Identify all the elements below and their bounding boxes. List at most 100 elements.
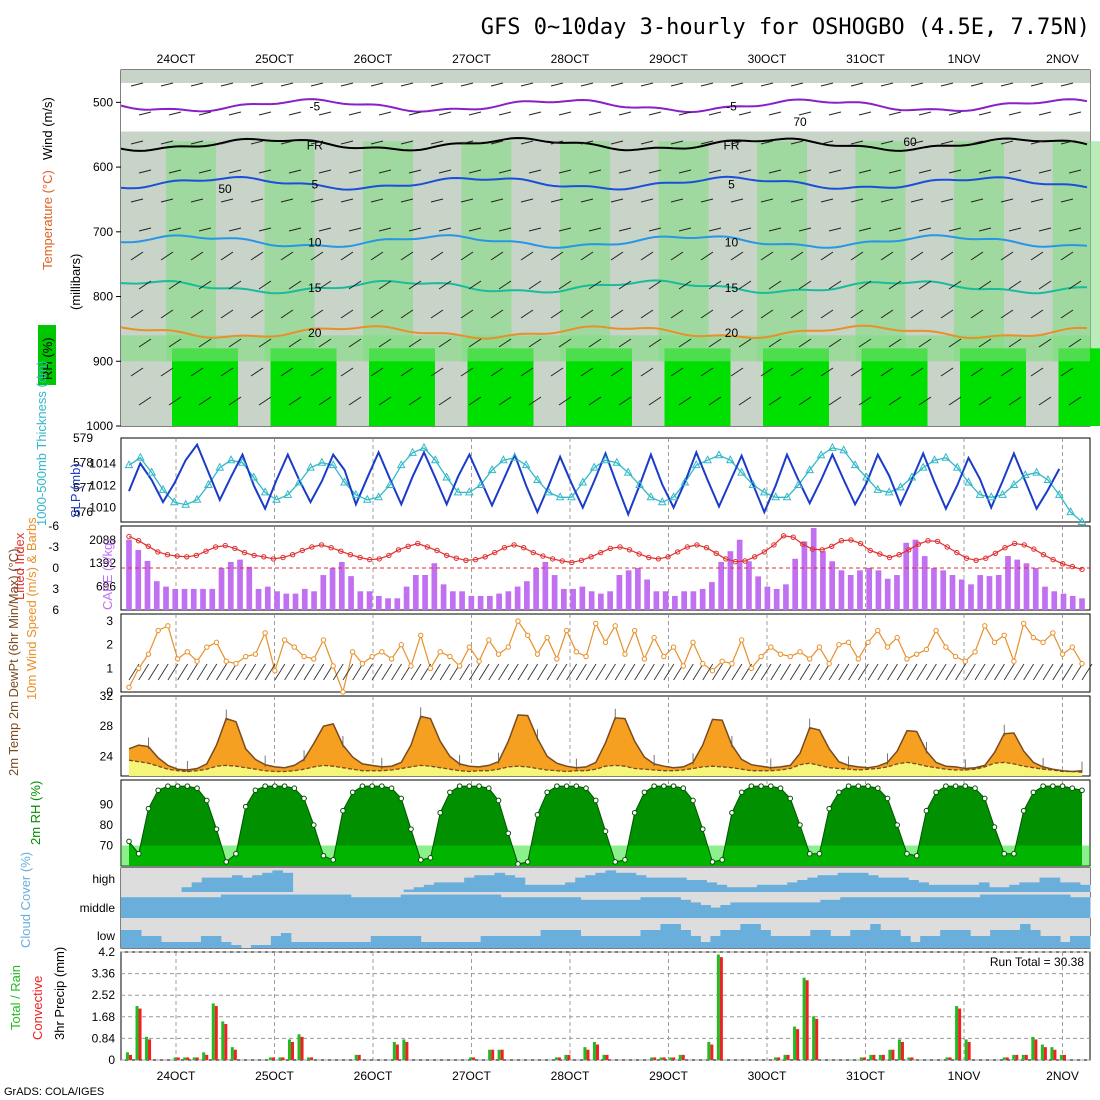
wind-barb [400, 140, 414, 145]
rh-moist-column [560, 141, 610, 362]
wind-barb [130, 82, 144, 87]
wind-barb [1030, 198, 1044, 203]
precip-total-bar [897, 1039, 901, 1060]
lifted-index-point [347, 552, 354, 558]
wind-barb [280, 251, 294, 261]
wind-barb [370, 198, 384, 203]
ylabel-millibars: (millibars) [68, 254, 83, 310]
wind-barb [1000, 82, 1014, 87]
cloud-middle-cell [370, 897, 382, 918]
cape-bar [200, 588, 206, 610]
lifted-index-point [597, 549, 604, 556]
wind-speed-point [281, 637, 288, 643]
cloud-middle-cell [121, 897, 132, 918]
wind-barb [640, 140, 654, 145]
cloud-middle-cell [450, 894, 462, 918]
lifted-index-point [415, 540, 421, 547]
date-label-bottom: 26OCT [354, 1069, 393, 1083]
cloud-high-cell [898, 877, 909, 892]
wind-barb-10m [274, 663, 286, 681]
lifted-index-point [723, 556, 729, 562]
wind-barb-10m [575, 663, 587, 681]
cape-bar [301, 588, 308, 610]
wind-barb [970, 198, 984, 203]
cloud-middle-cell [990, 894, 1001, 918]
precip-total-bar [650, 1057, 654, 1060]
cape-bar [949, 575, 956, 610]
rh2m-point [379, 783, 385, 789]
lifted-index-point [492, 549, 498, 556]
wind-speed-point [622, 651, 628, 657]
rh2m-point [573, 783, 580, 789]
rh-saturated-column [467, 348, 534, 426]
cape-bar [690, 591, 697, 610]
cloud-high-cell [807, 877, 818, 892]
cloud-low-cell [270, 936, 282, 948]
cape-bar [635, 568, 641, 610]
wind-barb-10m [167, 663, 179, 681]
cape-bar [163, 586, 169, 610]
wind-speed-point [904, 656, 910, 662]
wind-speed-point [661, 653, 667, 660]
wind-speed-point [836, 642, 842, 648]
rh2m-point [505, 830, 512, 837]
ylabel-slp: SLP (mb) [68, 463, 83, 518]
wind-barb [948, 111, 962, 116]
thickness-point [476, 479, 486, 488]
cloud-low-cell [290, 942, 302, 948]
wind-barb-10m [1062, 663, 1073, 681]
rh2m-point [233, 850, 239, 857]
wind-speed-point [456, 663, 463, 669]
thickness-point [691, 460, 701, 469]
wind-barb-10m [148, 663, 159, 681]
lifted-index-point [1050, 556, 1056, 563]
wind-speed-point [1011, 658, 1017, 664]
date-label-top: 29OCT [649, 52, 688, 66]
wind-barb-10m [546, 663, 558, 681]
cloud-middle-cell [280, 894, 292, 918]
cape-bar [958, 579, 965, 610]
pressure-tick-label: 600 [93, 160, 113, 174]
precip-convective-bar [900, 1042, 904, 1060]
rh-saturated-column [960, 348, 1026, 426]
rh2m-point [933, 789, 939, 796]
wind-barb [490, 140, 504, 145]
wind-barb-10m [770, 663, 782, 681]
cloud-high-cell [181, 887, 193, 892]
cloud-low-cell [210, 936, 222, 948]
wind-barb [700, 309, 714, 319]
precip-convective-bar [595, 1044, 599, 1060]
rh-moist-column [757, 141, 807, 362]
cloud-high-cell [484, 875, 495, 892]
cloud-high-cell [787, 882, 798, 892]
wind-speed-point [563, 627, 570, 634]
wind-ylabel: 10m Wind Speed (m/s) & Barbs [24, 517, 39, 700]
temp-tick-label: 28 [100, 719, 114, 733]
cloud-low-cell [320, 942, 332, 948]
cloud-low-cell [340, 942, 352, 948]
precip-total-bar [859, 1057, 863, 1060]
cloud-low-cell [990, 930, 1001, 948]
wind-barb [610, 82, 624, 87]
wind-speed-point [972, 649, 978, 655]
wind-barb [528, 227, 542, 232]
cloud-middle-cell [1050, 894, 1061, 918]
wind-speed-point [748, 665, 755, 672]
cape-bar [1042, 586, 1048, 610]
wind-tick-label: 0 [106, 685, 113, 699]
wind-speed-point [777, 651, 784, 657]
lifted-index-point [424, 544, 431, 550]
wind-barb [880, 198, 894, 203]
cloud-middle-cell [830, 899, 841, 918]
wind-speed-point [408, 663, 414, 669]
rh2m-point [174, 783, 181, 789]
cloud-middle-cell [890, 897, 901, 918]
thickness-point [884, 487, 894, 496]
cloud-middle-cell [360, 897, 372, 918]
wind-barb [910, 198, 924, 203]
panel-frame-thickness-slp [120, 437, 1091, 523]
wind-barb [310, 82, 324, 87]
precip-convective-bar [357, 1054, 361, 1060]
cloud-middle-cell [540, 897, 552, 918]
cloud-high-cell [191, 882, 203, 892]
